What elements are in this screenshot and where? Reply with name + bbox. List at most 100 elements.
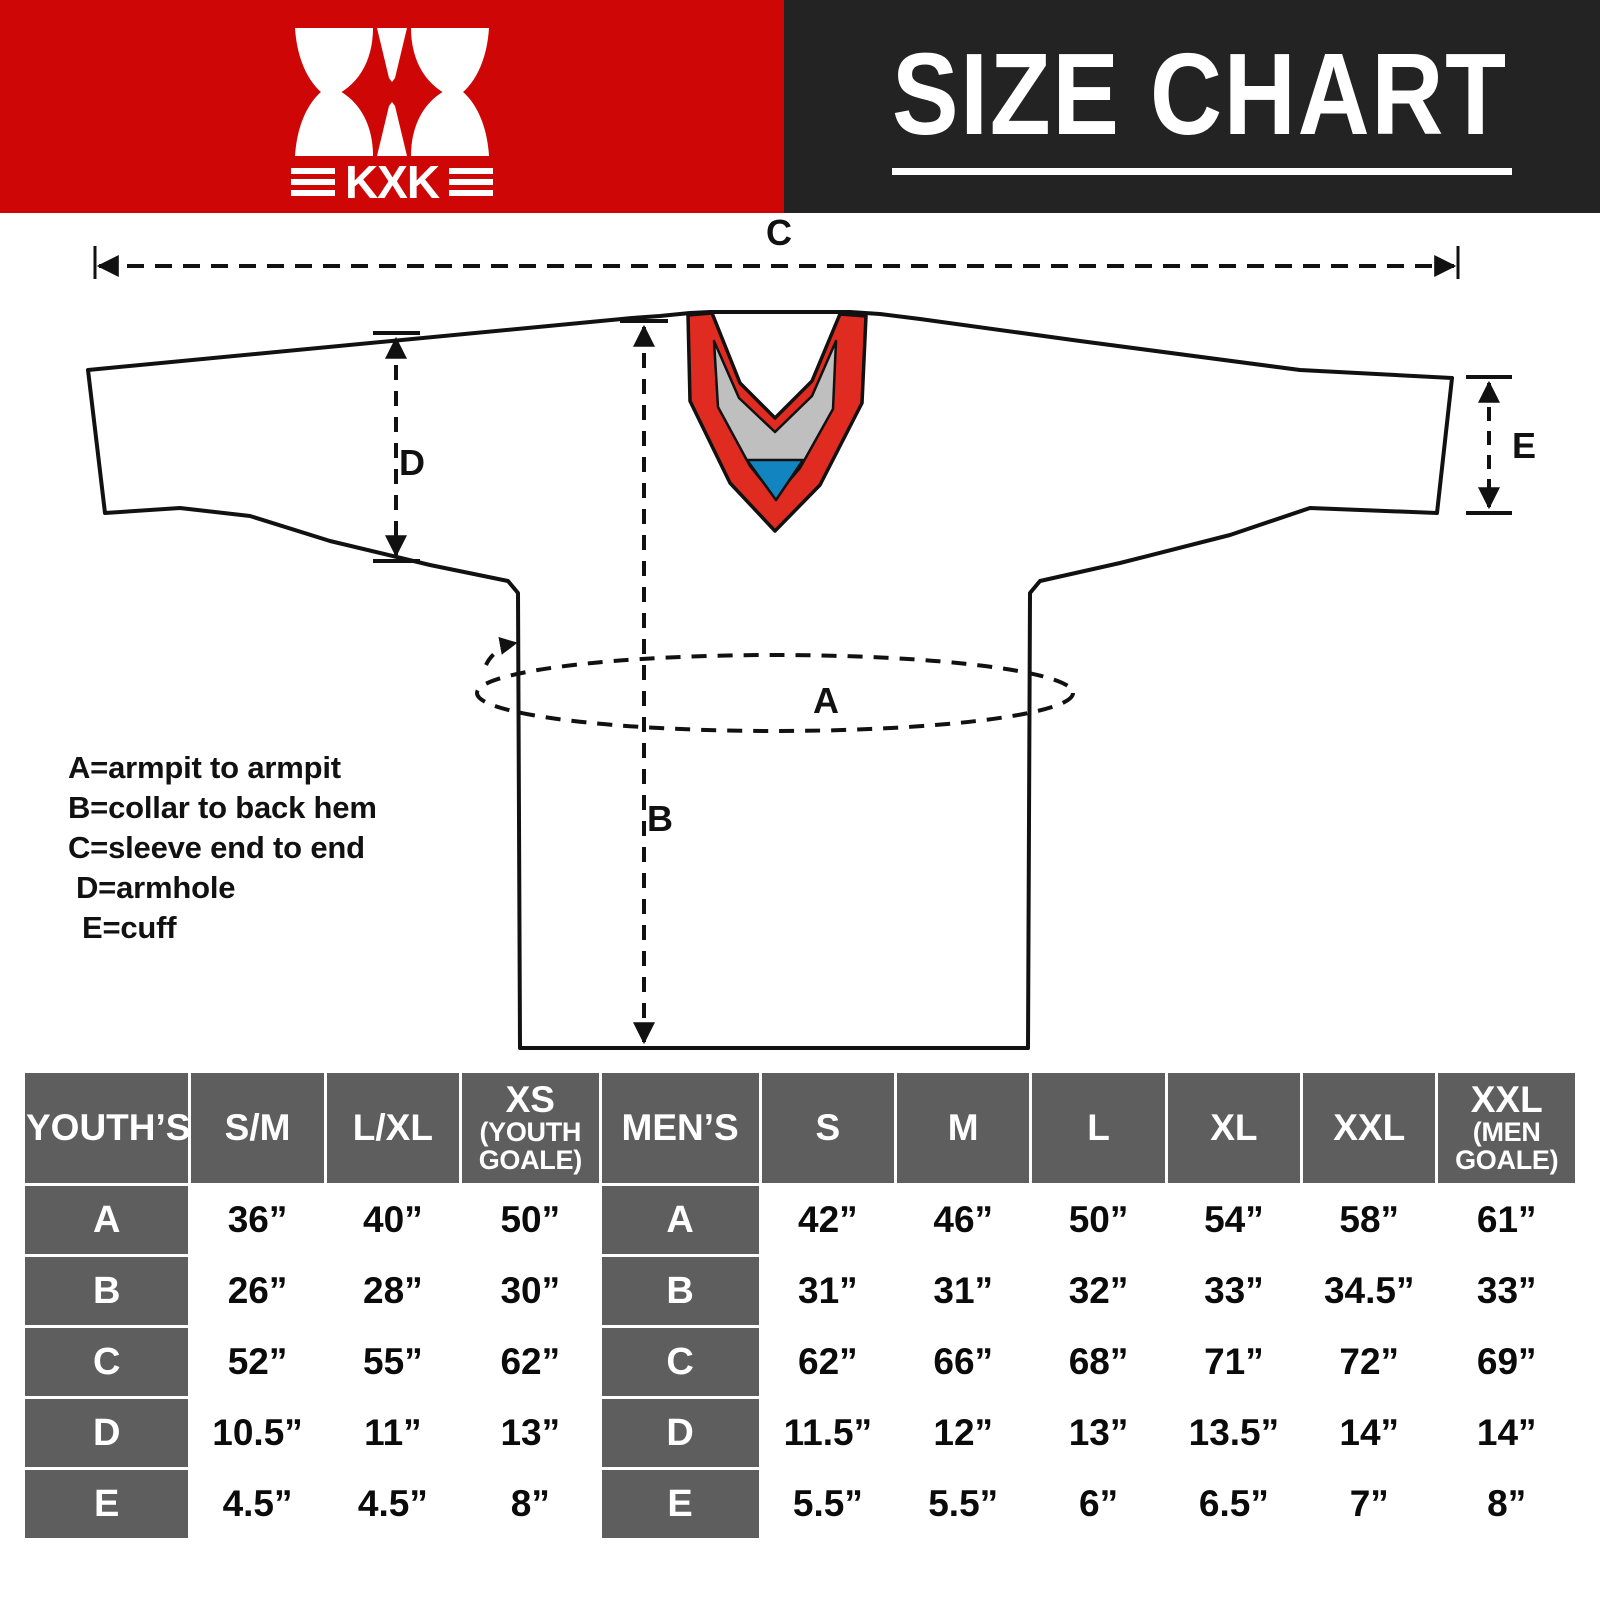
cell-mens-e-s: 5.5” bbox=[761, 1470, 895, 1538]
legend-line-b: B=collar to back hem bbox=[68, 789, 377, 825]
cell-youth-b-sm: 26” bbox=[191, 1257, 324, 1325]
table-row: B 26” 28” 30” B 31” 31” 32” 33” 34.5” 33… bbox=[25, 1257, 1575, 1325]
header-mens-l: L bbox=[1032, 1073, 1165, 1183]
jersey-collar bbox=[686, 311, 868, 533]
size-table-wrapper: YOUTH’S S/M L/XL XS (YOUTH GOALE) MEN’S bbox=[22, 1070, 1578, 1541]
row-label-youth-b: B bbox=[25, 1257, 189, 1325]
dimension-b bbox=[620, 319, 668, 1050]
cell-youth-d-lxl: 11” bbox=[326, 1399, 460, 1467]
legend-line-d: D=armhole bbox=[76, 869, 236, 905]
cell-youth-e-sm: 4.5” bbox=[191, 1470, 324, 1538]
dimension-label-e: E bbox=[1512, 425, 1536, 466]
legend-line-c: C=sleeve end to end bbox=[68, 829, 365, 865]
row-label-youth-c: C bbox=[25, 1328, 189, 1396]
cell-mens-d-xxlg: 14” bbox=[1438, 1399, 1575, 1467]
kxk-logo: KXK bbox=[277, 16, 507, 208]
cell-mens-b-xl: 33” bbox=[1167, 1257, 1301, 1325]
cell-mens-e-xxl: 7” bbox=[1303, 1470, 1436, 1538]
header-mens-s: S bbox=[761, 1073, 895, 1183]
size-table: YOUTH’S S/M L/XL XS (YOUTH GOALE) MEN’S bbox=[22, 1070, 1578, 1541]
row-label-mens-c: C bbox=[601, 1328, 759, 1396]
collar-red bbox=[686, 311, 868, 533]
cell-mens-c-xxl: 72” bbox=[1303, 1328, 1436, 1396]
cell-mens-d-xxl: 14” bbox=[1303, 1399, 1436, 1467]
dimension-a bbox=[475, 637, 1075, 733]
cell-youth-c-sm: 52” bbox=[191, 1328, 324, 1396]
cell-mens-c-l: 68” bbox=[1032, 1328, 1165, 1396]
cell-mens-c-xxlg: 69” bbox=[1438, 1328, 1575, 1396]
jersey-diagram: C D bbox=[0, 213, 1600, 1071]
cell-mens-a-m: 46” bbox=[897, 1186, 1030, 1254]
cell-mens-c-xl: 71” bbox=[1167, 1328, 1301, 1396]
cell-mens-e-xxlg: 8” bbox=[1438, 1470, 1575, 1538]
cell-mens-e-m: 5.5” bbox=[897, 1470, 1030, 1538]
cell-mens-e-xl: 6.5” bbox=[1167, 1470, 1301, 1538]
cell-mens-c-s: 62” bbox=[761, 1328, 895, 1396]
cell-mens-b-s: 31” bbox=[761, 1257, 895, 1325]
row-label-mens-a: A bbox=[601, 1186, 759, 1254]
dimension-d bbox=[373, 331, 420, 563]
dimension-label-d: D bbox=[399, 442, 425, 483]
legend-line-e: E=cuff bbox=[82, 909, 177, 945]
cell-mens-c-m: 66” bbox=[897, 1328, 1030, 1396]
cell-mens-b-xxl: 34.5” bbox=[1303, 1257, 1436, 1325]
table-row: A 36” 40” 50” A 42” 46” 50” 54” 58” 61” bbox=[25, 1186, 1575, 1254]
table-header-row: YOUTH’S S/M L/XL XS (YOUTH GOALE) MEN’S bbox=[25, 1073, 1575, 1183]
dimension-label-b: B bbox=[647, 798, 673, 839]
cell-mens-a-xxlg: 61” bbox=[1438, 1186, 1575, 1254]
header-mens-xxl-goalie: XXL (MEN GOALE) bbox=[1438, 1073, 1575, 1183]
cell-mens-b-m: 31” bbox=[897, 1257, 1030, 1325]
cell-mens-e-l: 6” bbox=[1032, 1470, 1165, 1538]
svg-text:KXK: KXK bbox=[345, 156, 440, 201]
row-label-youth-e: E bbox=[25, 1470, 189, 1538]
table-row: D 10.5” 11” 13” D 11.5” 12” 13” 13.5” 14… bbox=[25, 1399, 1575, 1467]
dimension-label-a: A bbox=[813, 680, 839, 721]
table-row: C 52” 55” 62” C 62” 66” 68” 71” 72” 69” bbox=[25, 1328, 1575, 1396]
collar-inner-blue bbox=[745, 458, 805, 502]
cell-youth-b-lxl: 28” bbox=[326, 1257, 460, 1325]
dimension-e bbox=[1466, 375, 1512, 515]
row-label-mens-d: D bbox=[601, 1399, 759, 1467]
header-mens-xl: XL bbox=[1167, 1073, 1301, 1183]
table-row: E 4.5” 4.5” 8” E 5.5” 5.5” 6” 6.5” 7” 8” bbox=[25, 1470, 1575, 1538]
cell-mens-b-l: 32” bbox=[1032, 1257, 1165, 1325]
jersey-outline bbox=[86, 310, 1454, 1050]
cell-youth-d-xs: 13” bbox=[462, 1399, 599, 1467]
row-label-mens-b: B bbox=[601, 1257, 759, 1325]
cell-youth-b-xs: 30” bbox=[462, 1257, 599, 1325]
header-youth-xs-goalie: XS (YOUTH GOALE) bbox=[462, 1073, 599, 1183]
cell-mens-a-xxl: 58” bbox=[1303, 1186, 1436, 1254]
cell-mens-a-xl: 54” bbox=[1167, 1186, 1301, 1254]
title-underline bbox=[892, 167, 1512, 175]
cell-youth-d-sm: 10.5” bbox=[191, 1399, 324, 1467]
dimension-c bbox=[93, 246, 1460, 279]
header-youths: YOUTH’S bbox=[25, 1073, 190, 1183]
measurement-legend: A=armpit to armpit B=collar to back hem … bbox=[68, 748, 498, 948]
cell-mens-d-l: 13” bbox=[1032, 1399, 1165, 1467]
header-mens: MEN’S bbox=[601, 1073, 759, 1183]
header-youth-sm: S/M bbox=[191, 1073, 324, 1183]
cell-mens-d-m: 12” bbox=[897, 1399, 1030, 1467]
header-mens-xxl: XXL bbox=[1303, 1073, 1436, 1183]
header-youth-lxl: L/XL bbox=[326, 1073, 460, 1183]
cell-mens-d-s: 11.5” bbox=[761, 1399, 895, 1467]
cell-youth-e-xs: 8” bbox=[462, 1470, 599, 1538]
cell-youth-a-xs: 50” bbox=[462, 1186, 599, 1254]
legend-line-a: A=armpit to armpit bbox=[68, 750, 341, 785]
cell-youth-c-lxl: 55” bbox=[326, 1328, 460, 1396]
cell-mens-a-s: 42” bbox=[761, 1186, 895, 1254]
cell-mens-a-l: 50” bbox=[1032, 1186, 1165, 1254]
collar-inner-grey bbox=[712, 339, 838, 499]
dimension-label-c: C bbox=[766, 213, 792, 253]
title-panel: SIZE CHART bbox=[784, 0, 1600, 213]
cell-youth-a-lxl: 40” bbox=[326, 1186, 460, 1254]
cell-youth-e-lxl: 4.5” bbox=[326, 1470, 460, 1538]
header-mens-m: M bbox=[897, 1073, 1030, 1183]
row-label-mens-e: E bbox=[601, 1470, 759, 1538]
brand-panel: KXK bbox=[0, 0, 784, 213]
header-banner: KXK SIZE CHART bbox=[0, 0, 1600, 213]
cell-mens-d-xl: 13.5” bbox=[1167, 1399, 1301, 1467]
cell-youth-a-sm: 36” bbox=[191, 1186, 324, 1254]
cell-mens-b-xxlg: 33” bbox=[1438, 1257, 1575, 1325]
